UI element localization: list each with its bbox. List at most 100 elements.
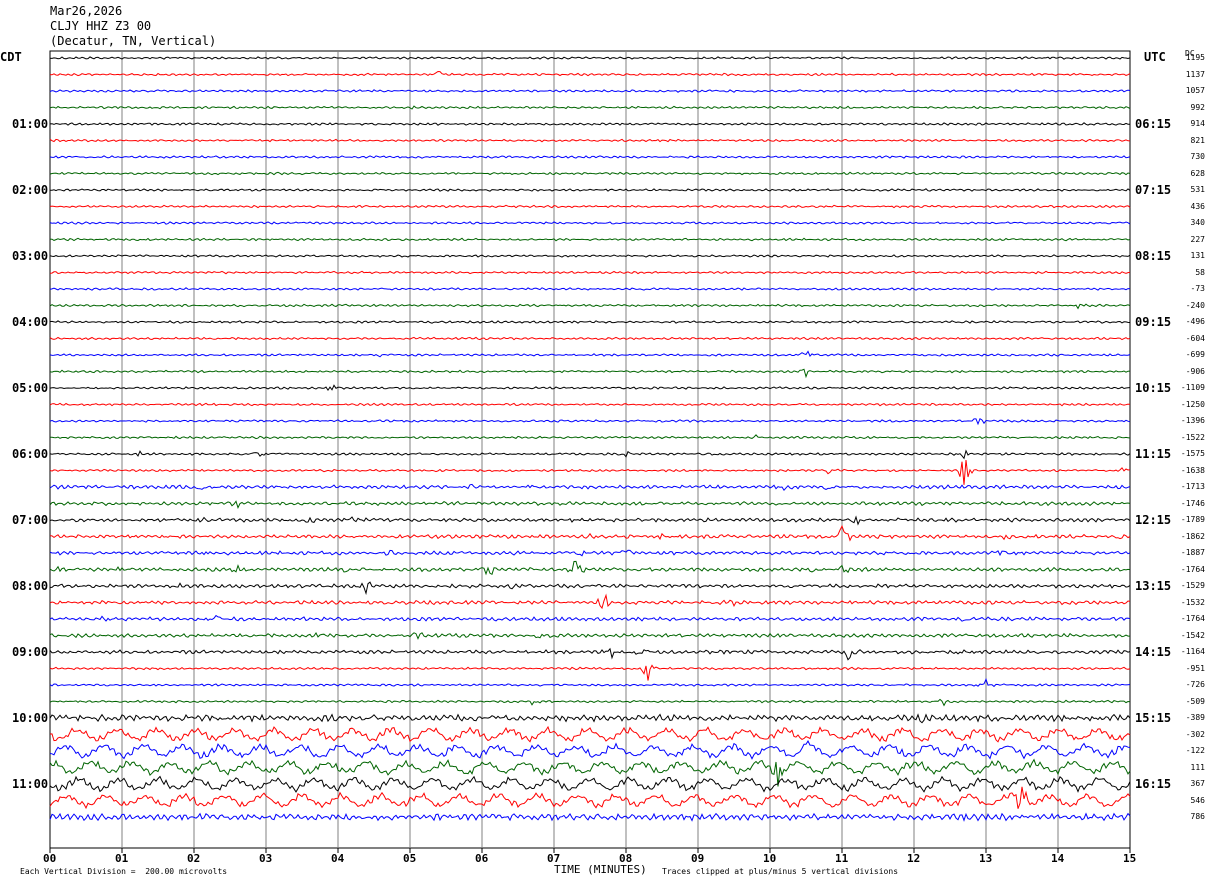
x-tick-label: 07	[547, 852, 561, 865]
trace-21	[49, 402, 1131, 407]
trace-35	[49, 632, 1130, 640]
dc-offset-value: 992	[1190, 102, 1205, 112]
dc-offset-value: -1862	[1180, 531, 1205, 541]
trace-32	[50, 581, 1131, 596]
trace-6	[49, 155, 1131, 159]
right-hour-label: 11:15	[1135, 447, 1172, 461]
trace-25	[49, 459, 1131, 485]
header-station: CLJY HHZ Z3 00	[50, 19, 152, 33]
right-hour-label: 12:15	[1135, 513, 1172, 527]
dc-offset-value: -1638	[1180, 465, 1205, 475]
trace-36	[49, 647, 1131, 661]
trace-8	[49, 188, 1131, 192]
trace-22	[49, 417, 1131, 426]
right-hour-label: 07:15	[1135, 183, 1172, 197]
right-hour-label: 08:15	[1135, 249, 1172, 263]
trace-29	[49, 524, 1131, 542]
right-hour-label: 06:15	[1135, 117, 1172, 131]
x-axis-ticks	[49, 848, 1131, 853]
clip-note: Traces clipped at plus/minus 5 vertical …	[662, 867, 899, 876]
dc-offset-value: 1137	[1185, 69, 1205, 79]
dc-header: DC	[1185, 49, 1195, 58]
dc-offset-value: -1109	[1180, 383, 1205, 392]
x-axis-label: TIME (MINUTES)	[554, 863, 647, 876]
trace-4	[49, 122, 1130, 126]
dc-offset-value: -509	[1185, 696, 1205, 706]
trace-26	[49, 483, 1131, 492]
trace-2	[49, 89, 1131, 93]
trace-18	[49, 350, 1131, 358]
scale-note: Each Vertical Division = 200.00 microvol…	[20, 867, 228, 876]
right-hour-label: 13:15	[1135, 579, 1172, 593]
trace-13	[49, 270, 1131, 275]
dc-offset-value: 1195	[1185, 53, 1205, 62]
x-tick-label: 01	[115, 852, 129, 865]
dc-offset-value: -496	[1185, 317, 1205, 326]
minute-gridlines	[121, 51, 1059, 848]
trace-44	[49, 775, 1131, 793]
trace-0	[49, 56, 1131, 60]
header-location: (Decatur, TN, Vertical)	[50, 34, 217, 48]
dc-offset-value: -906	[1185, 366, 1205, 376]
x-tick-label: 10	[763, 852, 777, 865]
plot-frame	[49, 50, 1131, 849]
trace-16	[49, 320, 1131, 324]
x-tick-label: 04	[331, 852, 345, 865]
x-tick-label: 00	[43, 852, 57, 865]
dc-offset-value: -1164	[1180, 647, 1205, 656]
dc-offset-value: 730	[1190, 152, 1205, 161]
dc-offset-value: -726	[1185, 680, 1205, 689]
trace-23	[49, 434, 1131, 440]
dc-offset-value: -1746	[1180, 498, 1205, 508]
left-hour-label: 04:00	[12, 315, 49, 329]
trace-24	[49, 449, 1131, 460]
dc-offset-value: -1522	[1180, 432, 1205, 442]
dc-offset-value: 58	[1195, 267, 1205, 277]
trace-28	[49, 515, 1131, 526]
trace-14	[49, 287, 1131, 291]
trace-9	[49, 204, 1131, 209]
x-tick-label: 15	[1123, 852, 1137, 865]
dc-offset-value: 786	[1190, 812, 1205, 821]
dc-offset-value: 914	[1190, 119, 1205, 128]
left-hour-label: 01:00	[12, 117, 49, 131]
left-hour-label: 07:00	[12, 513, 49, 527]
x-tick-label: 09	[691, 852, 705, 865]
dc-offset-value: 628	[1190, 168, 1205, 178]
x-tick-label: 14	[1051, 852, 1065, 865]
dc-offset-value: -1764	[1180, 564, 1205, 574]
x-tick-label: 12	[907, 852, 921, 865]
dc-offset-value: 546	[1190, 795, 1205, 805]
dc-offset-value: -1529	[1180, 581, 1205, 590]
dc-offset-value: 531	[1190, 185, 1205, 194]
trace-34	[49, 614, 1131, 622]
trace-42	[49, 739, 1131, 760]
trace-38	[49, 677, 1131, 688]
dc-offset-value: 436	[1190, 201, 1205, 211]
dc-offset-value: -951	[1185, 663, 1205, 673]
trace-12	[49, 254, 1131, 258]
dc-offset-value: -1789	[1180, 515, 1205, 524]
x-tick-label: 11	[835, 852, 849, 865]
trace-31	[49, 560, 1131, 576]
right-timezone: UTC	[1144, 50, 1166, 64]
left-hour-label: 06:00	[12, 447, 49, 461]
x-tick-label: 08	[619, 852, 633, 865]
dc-offset-value: -1575	[1180, 449, 1205, 458]
x-tick-label: 03	[259, 852, 273, 865]
left-hour-label: 10:00	[12, 711, 49, 725]
trace-30	[49, 549, 1131, 557]
header-date: Mar26,2026	[50, 4, 123, 18]
dc-offset-value: 340	[1190, 218, 1205, 227]
trace-33	[49, 593, 1131, 610]
dc-offset-value: 367	[1190, 779, 1205, 788]
trace-15	[49, 303, 1131, 310]
dc-offset-value: -1713	[1180, 482, 1205, 491]
trace-17	[49, 336, 1131, 341]
dc-offset-value: 821	[1190, 135, 1205, 145]
dc-offset-value: -1887	[1180, 548, 1205, 557]
left-hour-label: 08:00	[12, 579, 49, 593]
left-hour-label: 02:00	[12, 183, 49, 197]
right-hour-label: 15:15	[1135, 711, 1172, 725]
